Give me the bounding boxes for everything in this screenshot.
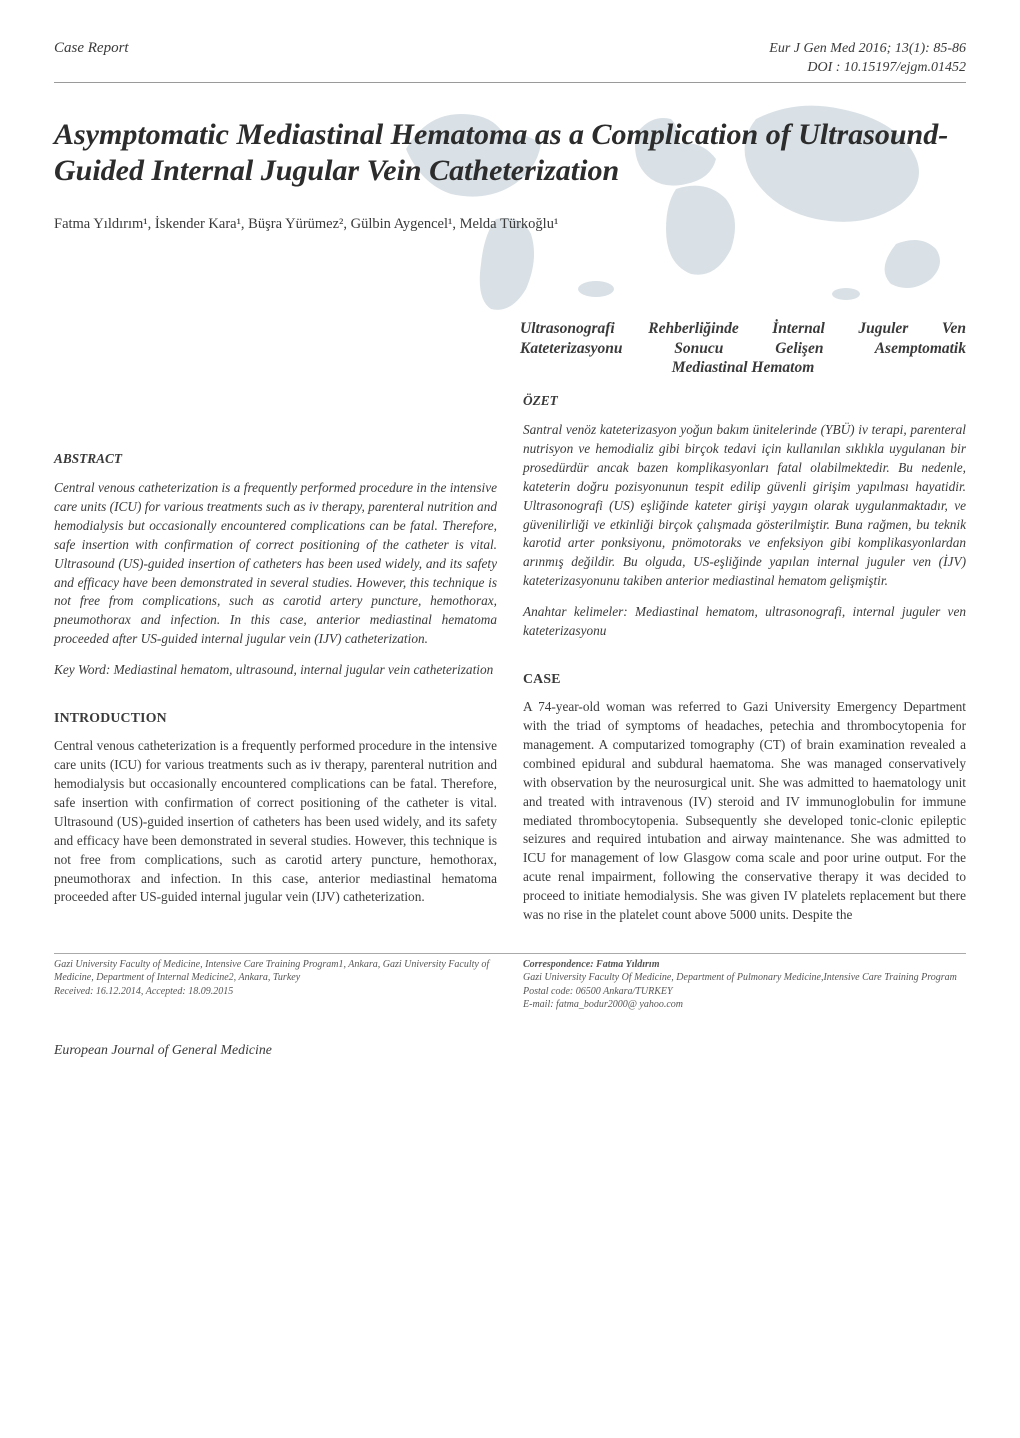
intro-body: Central venous catheterization is a freq… bbox=[54, 737, 497, 907]
journal-doi: Eur J Gen Med 2016; 13(1): 85-86 DOI : 1… bbox=[769, 40, 966, 78]
header-bar: Case Report Eur J Gen Med 2016; 13(1): 8… bbox=[54, 40, 966, 83]
case-report-label: Case Report bbox=[54, 40, 129, 57]
journal-footer: European Journal of General Medicine bbox=[54, 1042, 966, 1058]
title-hero: Asymptomatic Mediastinal Hematoma as a C… bbox=[54, 89, 966, 309]
ozet-body: Santral venöz kateterizasyon yoğun bakım… bbox=[523, 421, 966, 591]
right-column: ÖZET Santral venöz kateterizasyon yoğun … bbox=[523, 390, 966, 925]
correspondence-label: Correspondence: Fatma Yıldırım bbox=[523, 959, 660, 970]
case-heading: CASE bbox=[523, 669, 966, 689]
journal-ref: Eur J Gen Med 2016; 13(1): 85-86 bbox=[769, 40, 966, 59]
ozet-heading: ÖZET bbox=[523, 392, 966, 411]
left-column: ABSTRACT Central venous catheterization … bbox=[54, 390, 497, 925]
tr-title-line3: Mediastinal Hematom bbox=[520, 358, 966, 378]
article-title: Asymptomatic Mediastinal Hematoma as a C… bbox=[54, 117, 954, 190]
correspondence: Correspondence: Fatma Yıldırım Gazi Univ… bbox=[523, 958, 966, 1012]
case-body: A 74-year-old woman was referred to Gazi… bbox=[523, 698, 966, 925]
correspondence-email: E-mail: fatma_bodur2000@ yahoo.com bbox=[523, 998, 966, 1012]
correspondence-address: Gazi University Faculty Of Medicine, Dep… bbox=[523, 971, 966, 998]
title-block: Asymptomatic Mediastinal Hematoma as a C… bbox=[54, 117, 954, 233]
doi: DOI : 10.15197/ejgm.01452 bbox=[769, 59, 966, 78]
authors: Fatma Yıldırım¹, İskender Kara¹, Büşra Y… bbox=[54, 216, 954, 233]
abstract-body: Central venous catheterization is a freq… bbox=[54, 479, 497, 649]
affiliations-left: Gazi University Faculty of Medicine, Int… bbox=[54, 958, 497, 1012]
abstract-keywords: Key Word: Mediastinal hematom, ultrasoun… bbox=[54, 661, 497, 680]
footer-rule bbox=[54, 953, 966, 954]
abstract-heading: ABSTRACT bbox=[54, 450, 497, 469]
tr-title-line2: Kateterizasyonu Sonucu Gelişen Asemptoma… bbox=[520, 339, 966, 359]
footer-affiliations: Gazi University Faculty of Medicine, Int… bbox=[54, 958, 966, 1012]
ozet-keywords: Anahtar kelimeler: Mediastinal hematom, … bbox=[523, 603, 966, 641]
body-columns: ABSTRACT Central venous catheterization … bbox=[54, 390, 966, 925]
intro-heading: INTRODUCTION bbox=[54, 708, 497, 728]
